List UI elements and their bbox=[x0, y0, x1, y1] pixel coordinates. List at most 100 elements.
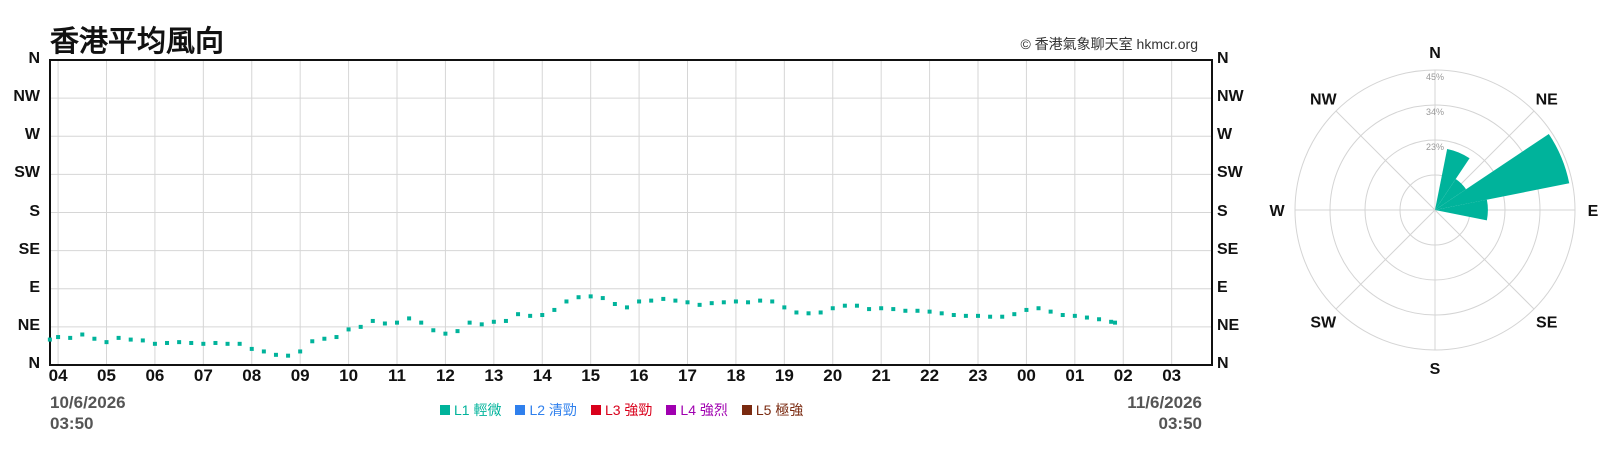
data-point bbox=[503, 318, 508, 323]
x-tick-label: 18 bbox=[726, 366, 746, 385]
data-point bbox=[673, 298, 678, 303]
data-point bbox=[697, 302, 702, 307]
x-tick-label: 02 bbox=[1113, 366, 1133, 385]
data-point bbox=[298, 349, 303, 354]
rose-radial-label: 45% bbox=[1426, 72, 1444, 82]
data-point bbox=[1060, 313, 1065, 318]
legend-label: L1 輕微 bbox=[454, 402, 502, 418]
data-point bbox=[237, 341, 242, 346]
data-point bbox=[189, 340, 194, 345]
data-point bbox=[455, 329, 460, 334]
y-tick-label-left: N bbox=[28, 50, 40, 67]
data-point bbox=[68, 335, 73, 340]
data-point bbox=[1109, 319, 1114, 324]
data-point bbox=[927, 309, 932, 314]
data-point bbox=[709, 301, 714, 306]
rose-spoke bbox=[1434, 209, 1535, 310]
data-point bbox=[225, 341, 230, 346]
rose-direction-label: W bbox=[1269, 203, 1285, 220]
data-point bbox=[721, 300, 726, 305]
data-point bbox=[310, 339, 315, 344]
x-tick-label: 15 bbox=[581, 366, 601, 385]
data-point bbox=[842, 303, 847, 308]
legend-item: L5 極強 bbox=[741, 400, 804, 420]
y-tick-label-left: W bbox=[24, 126, 40, 144]
data-point bbox=[273, 352, 278, 357]
x-tick-label: 06 bbox=[145, 366, 165, 385]
data-point bbox=[794, 310, 799, 315]
x-tick-label: 14 bbox=[532, 366, 552, 385]
data-point bbox=[116, 335, 121, 340]
y-tick-label-right: N bbox=[1217, 355, 1229, 372]
data-point bbox=[407, 316, 412, 321]
legend-item: L4 強烈 bbox=[666, 400, 728, 420]
legend-label: L2 清勁 bbox=[529, 402, 577, 418]
data-point bbox=[92, 336, 97, 341]
data-point bbox=[1084, 315, 1089, 320]
data-point bbox=[867, 307, 872, 312]
data-point bbox=[576, 295, 581, 300]
x-tick-label: 09 bbox=[290, 366, 310, 385]
y-tick-label-right: SW bbox=[1217, 164, 1243, 182]
data-point bbox=[879, 306, 884, 311]
y-tick-label-left: N bbox=[28, 355, 40, 372]
data-point bbox=[1113, 320, 1118, 325]
legend-swatch bbox=[515, 405, 526, 415]
data-point bbox=[782, 305, 787, 310]
y-tick-label-left: S bbox=[29, 202, 40, 220]
data-point bbox=[1072, 313, 1077, 318]
legend-swatch bbox=[590, 405, 601, 415]
data-point bbox=[600, 296, 605, 301]
data-point bbox=[746, 300, 751, 305]
data-point bbox=[552, 307, 557, 312]
data-point bbox=[346, 327, 351, 332]
rose-spoke bbox=[1335, 209, 1436, 310]
data-point bbox=[806, 311, 811, 316]
data-point bbox=[322, 336, 327, 341]
data-point bbox=[770, 299, 775, 304]
legend-swatch bbox=[440, 405, 450, 415]
data-point bbox=[491, 319, 496, 324]
x-tick-label: 07 bbox=[193, 366, 213, 385]
x-tick-label: 16 bbox=[629, 366, 649, 385]
x-tick-label: 21 bbox=[871, 366, 891, 385]
y-tick-label-left: SE bbox=[18, 240, 40, 258]
y-tick-label-left: E bbox=[29, 278, 40, 296]
x-tick-label: 23 bbox=[968, 366, 988, 385]
y-tick-label-left: NW bbox=[13, 88, 40, 106]
rose-sector bbox=[1435, 178, 1467, 210]
data-point bbox=[467, 320, 472, 325]
y-tick-label-left: SW bbox=[14, 164, 40, 182]
data-point bbox=[334, 335, 339, 340]
data-point bbox=[951, 313, 956, 318]
data-point bbox=[1012, 312, 1017, 317]
rose-sector bbox=[1435, 199, 1488, 221]
data-point bbox=[249, 346, 254, 351]
legend: L1 輕微 L2 清勁 L3 強勁 L4 強烈 L5 極強 bbox=[440, 400, 803, 420]
data-point bbox=[685, 300, 690, 305]
x-tick-label: 01 bbox=[1065, 366, 1085, 385]
data-point bbox=[286, 353, 291, 358]
data-point bbox=[165, 340, 170, 345]
end-time: 03:50 bbox=[1158, 414, 1202, 433]
page-title: 香港平均風向 bbox=[50, 24, 225, 58]
data-point bbox=[1000, 314, 1005, 319]
data-point bbox=[540, 313, 545, 318]
data-point bbox=[80, 332, 85, 337]
x-tick-label: 05 bbox=[97, 366, 116, 385]
data-point bbox=[382, 321, 387, 326]
legend-label: L5 極強 bbox=[755, 402, 804, 418]
data-point bbox=[939, 311, 944, 316]
rose-direction-label: S bbox=[1430, 361, 1441, 378]
data-point bbox=[140, 338, 145, 343]
legend-item: L2 清勁 bbox=[515, 400, 577, 420]
data-point bbox=[588, 294, 593, 299]
end-date: 11/6/2026 bbox=[1127, 393, 1202, 412]
data-point bbox=[516, 312, 521, 317]
y-tick-label-right: N bbox=[1217, 50, 1229, 67]
data-point bbox=[104, 340, 109, 345]
data-point bbox=[370, 318, 375, 323]
y-tick-label-right: S bbox=[1217, 202, 1228, 220]
data-point bbox=[649, 298, 654, 303]
plot-frame bbox=[49, 59, 1213, 366]
